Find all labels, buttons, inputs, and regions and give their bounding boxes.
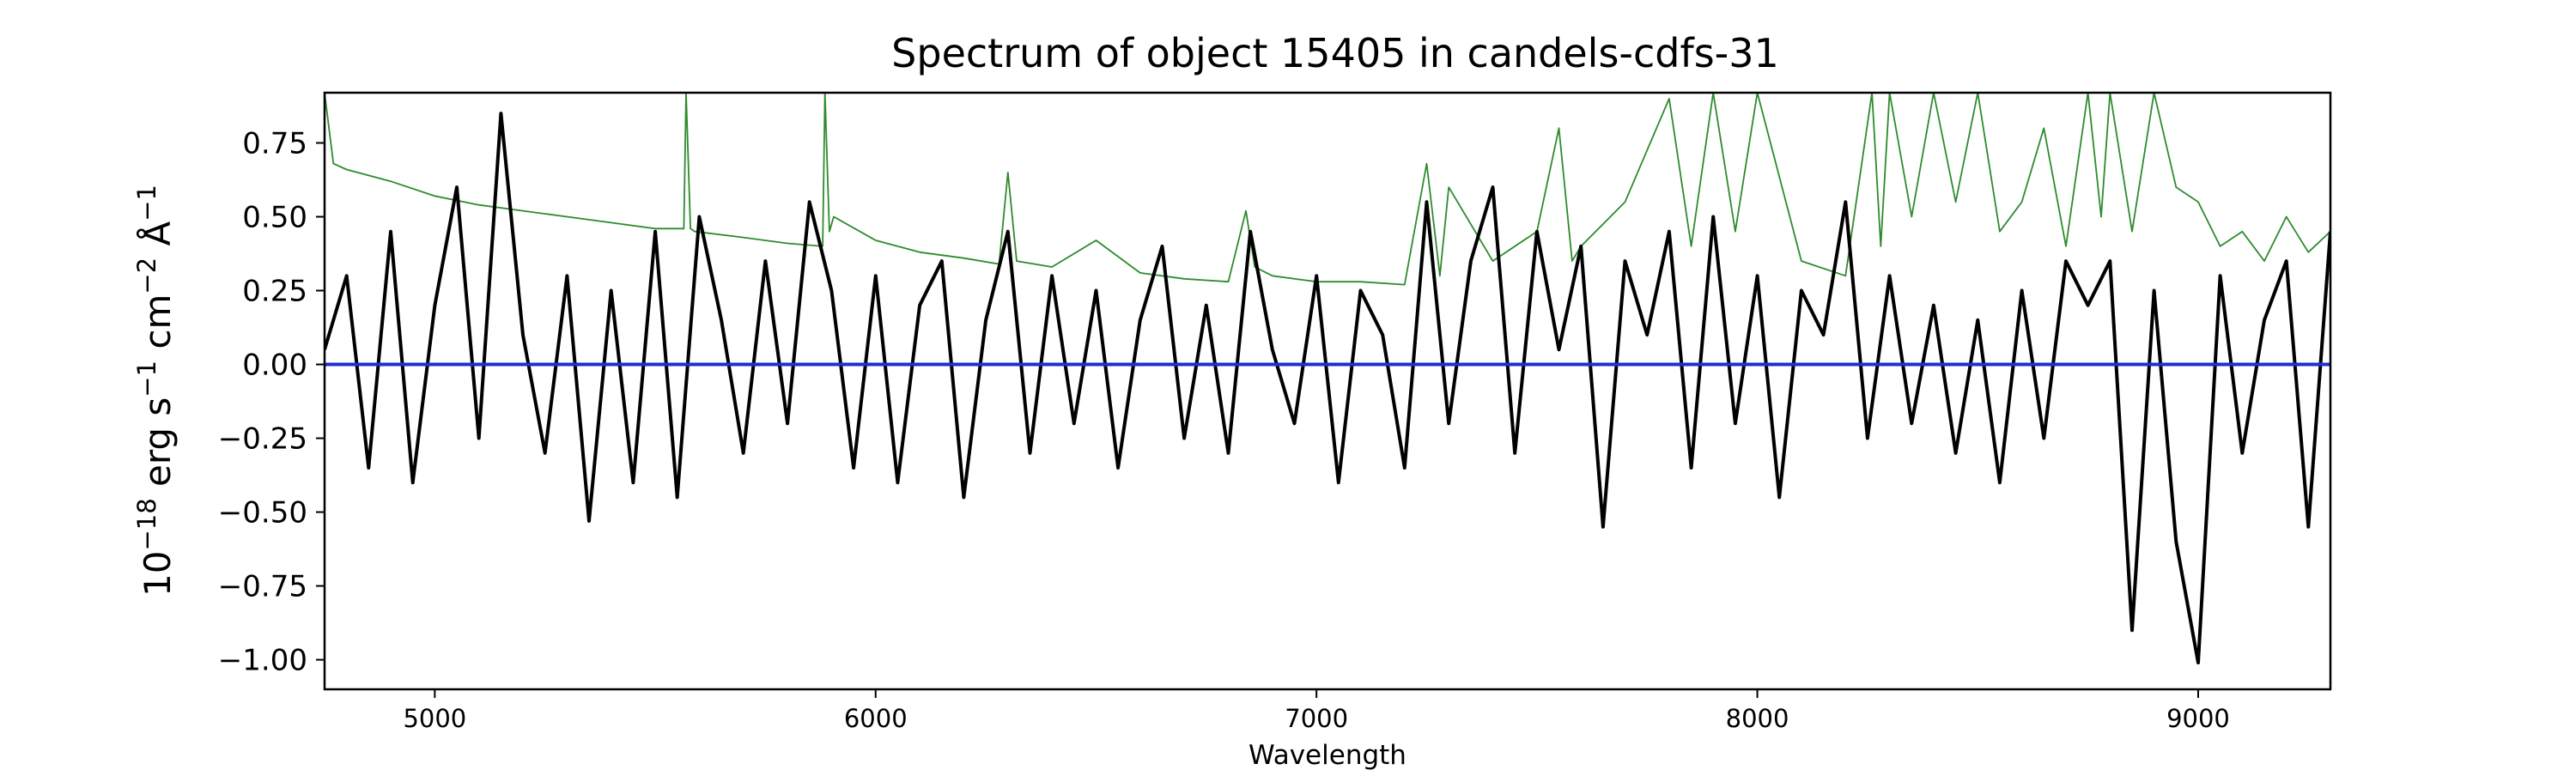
y-tick-label: 0.25 [242, 275, 307, 309]
plot-frame [323, 91, 2332, 691]
x-tick-label: 8000 [1726, 704, 1789, 733]
y-label-ang-exp: −1 [132, 185, 161, 221]
flux-series-line [325, 112, 2330, 664]
y-label-s-exp: −1 [132, 361, 161, 397]
error-series-line [325, 93, 2330, 286]
y-tick-label: 0.75 [242, 126, 307, 161]
y-tick-label: −0.50 [218, 496, 307, 530]
y-label-exp: −18 [132, 498, 161, 550]
y-axis-label: 10−18 erg s−1 cm−2 Å−1 [132, 185, 179, 597]
y-label-base: 10 [137, 551, 179, 597]
x-tick-label: 9000 [2166, 704, 2230, 733]
y-label-erg: erg s [137, 397, 179, 499]
y-tick-label: −0.75 [218, 570, 307, 604]
chart-title: Spectrum of object 15405 in candels-cdfs… [891, 30, 1779, 76]
x-axis-label: Wavelength [1249, 740, 1406, 771]
y-label-cm-exp: −2 [132, 258, 161, 294]
y-tick-label: −0.25 [218, 422, 307, 457]
y-label-cm: cm [137, 294, 179, 361]
x-tick-label: 5000 [403, 704, 466, 733]
y-tick-label: −1.00 [218, 644, 307, 678]
y-label-ang: Å [136, 221, 179, 258]
y-tick-label: 0.50 [242, 201, 307, 235]
y-tick-label: 0.00 [242, 349, 307, 383]
x-tick-label: 7000 [1285, 704, 1348, 733]
x-tick-label: 6000 [844, 704, 908, 733]
